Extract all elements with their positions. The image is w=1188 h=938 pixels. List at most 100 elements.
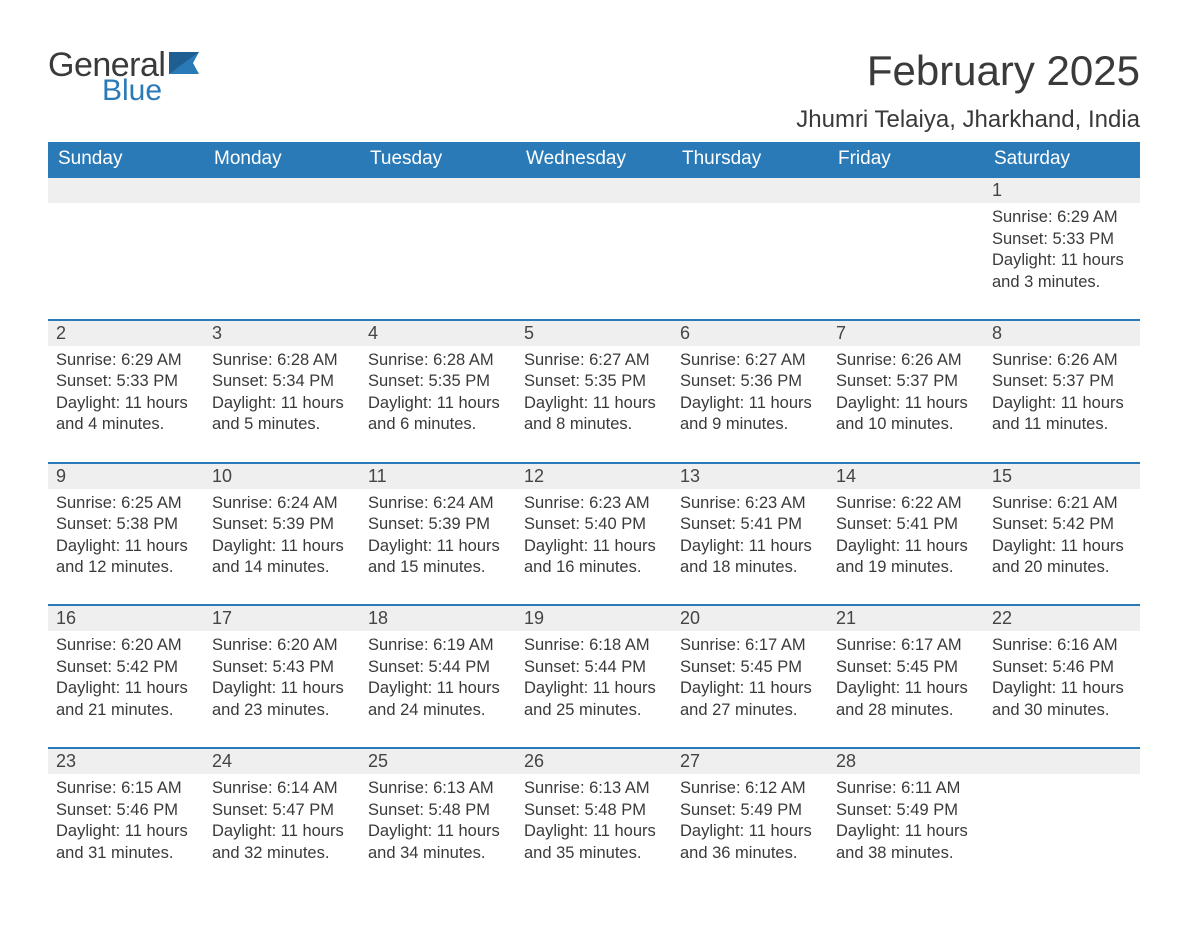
day-details-cell <box>828 203 984 320</box>
sunset-line: Sunset: 5:36 PM <box>680 371 820 392</box>
sunrise-line: Sunrise: 6:16 AM <box>992 635 1132 656</box>
daylight-line: Daylight: 11 hours and 21 minutes. <box>56 678 196 721</box>
daylight-line: Daylight: 11 hours and 24 minutes. <box>368 678 508 721</box>
day-details-cell <box>204 203 360 320</box>
day-number-cell: 13 <box>672 463 828 489</box>
daylight-line: Daylight: 11 hours and 36 minutes. <box>680 821 820 864</box>
day-details-cell: Sunrise: 6:27 AMSunset: 5:35 PMDaylight:… <box>516 346 672 463</box>
day-details-cell <box>672 203 828 320</box>
day-number-cell <box>48 177 204 203</box>
daylight-line: Daylight: 11 hours and 28 minutes. <box>836 678 976 721</box>
day-number-cell <box>672 177 828 203</box>
daylight-line: Daylight: 11 hours and 38 minutes. <box>836 821 976 864</box>
week-number-row: 9101112131415 <box>48 463 1140 489</box>
day-number-cell: 25 <box>360 748 516 774</box>
week-details-row: Sunrise: 6:29 AMSunset: 5:33 PMDaylight:… <box>48 203 1140 320</box>
day-details-cell: Sunrise: 6:17 AMSunset: 5:45 PMDaylight:… <box>672 631 828 748</box>
day-details-cell: Sunrise: 6:26 AMSunset: 5:37 PMDaylight:… <box>984 346 1140 463</box>
sunset-line: Sunset: 5:46 PM <box>992 657 1132 678</box>
day-details-cell: Sunrise: 6:27 AMSunset: 5:36 PMDaylight:… <box>672 346 828 463</box>
day-number-cell: 11 <box>360 463 516 489</box>
sunset-line: Sunset: 5:41 PM <box>836 514 976 535</box>
day-number-cell: 18 <box>360 605 516 631</box>
weekday-header: Saturday <box>984 142 1140 177</box>
daylight-line: Daylight: 11 hours and 32 minutes. <box>212 821 352 864</box>
day-details-cell: Sunrise: 6:24 AMSunset: 5:39 PMDaylight:… <box>204 489 360 606</box>
sunset-line: Sunset: 5:35 PM <box>524 371 664 392</box>
sunset-line: Sunset: 5:39 PM <box>212 514 352 535</box>
sunrise-line: Sunrise: 6:22 AM <box>836 493 976 514</box>
daylight-line: Daylight: 11 hours and 15 minutes. <box>368 536 508 579</box>
day-details-cell: Sunrise: 6:25 AMSunset: 5:38 PMDaylight:… <box>48 489 204 606</box>
sunset-line: Sunset: 5:38 PM <box>56 514 196 535</box>
daylight-line: Daylight: 11 hours and 35 minutes. <box>524 821 664 864</box>
day-number-cell: 14 <box>828 463 984 489</box>
daylight-line: Daylight: 11 hours and 25 minutes. <box>524 678 664 721</box>
day-number-cell: 9 <box>48 463 204 489</box>
daylight-line: Daylight: 11 hours and 10 minutes. <box>836 393 976 436</box>
sunrise-line: Sunrise: 6:15 AM <box>56 778 196 799</box>
sunset-line: Sunset: 5:45 PM <box>836 657 976 678</box>
sunrise-line: Sunrise: 6:29 AM <box>992 207 1132 228</box>
day-details-cell: Sunrise: 6:11 AMSunset: 5:49 PMDaylight:… <box>828 774 984 890</box>
day-number-cell: 10 <box>204 463 360 489</box>
sunrise-line: Sunrise: 6:24 AM <box>368 493 508 514</box>
daylight-line: Daylight: 11 hours and 6 minutes. <box>368 393 508 436</box>
day-details-cell: Sunrise: 6:28 AMSunset: 5:35 PMDaylight:… <box>360 346 516 463</box>
sunset-line: Sunset: 5:49 PM <box>680 800 820 821</box>
location: Jhumri Telaiya, Jharkhand, India <box>796 106 1140 134</box>
day-details-cell: Sunrise: 6:26 AMSunset: 5:37 PMDaylight:… <box>828 346 984 463</box>
sunrise-line: Sunrise: 6:23 AM <box>680 493 820 514</box>
day-number-cell: 15 <box>984 463 1140 489</box>
day-number-cell: 7 <box>828 320 984 346</box>
sunrise-line: Sunrise: 6:13 AM <box>368 778 508 799</box>
week-details-row: Sunrise: 6:25 AMSunset: 5:38 PMDaylight:… <box>48 489 1140 606</box>
week-details-row: Sunrise: 6:29 AMSunset: 5:33 PMDaylight:… <box>48 346 1140 463</box>
day-number-cell: 4 <box>360 320 516 346</box>
daylight-line: Daylight: 11 hours and 31 minutes. <box>56 821 196 864</box>
day-details-cell: Sunrise: 6:14 AMSunset: 5:47 PMDaylight:… <box>204 774 360 890</box>
sunrise-line: Sunrise: 6:26 AM <box>836 350 976 371</box>
weekday-header: Monday <box>204 142 360 177</box>
day-number-cell: 16 <box>48 605 204 631</box>
day-number-cell: 21 <box>828 605 984 631</box>
day-number-cell <box>984 748 1140 774</box>
day-number-cell <box>360 177 516 203</box>
flag-icon <box>169 52 199 74</box>
day-number-cell: 19 <box>516 605 672 631</box>
sunrise-line: Sunrise: 6:20 AM <box>212 635 352 656</box>
daylight-line: Daylight: 11 hours and 18 minutes. <box>680 536 820 579</box>
sunset-line: Sunset: 5:49 PM <box>836 800 976 821</box>
day-details-cell: Sunrise: 6:29 AMSunset: 5:33 PMDaylight:… <box>984 203 1140 320</box>
day-details-cell: Sunrise: 6:29 AMSunset: 5:33 PMDaylight:… <box>48 346 204 463</box>
calendar-header: SundayMondayTuesdayWednesdayThursdayFrid… <box>48 142 1140 177</box>
week-details-row: Sunrise: 6:20 AMSunset: 5:42 PMDaylight:… <box>48 631 1140 748</box>
day-details-cell <box>984 774 1140 890</box>
sunset-line: Sunset: 5:48 PM <box>524 800 664 821</box>
sunset-line: Sunset: 5:46 PM <box>56 800 196 821</box>
daylight-line: Daylight: 11 hours and 23 minutes. <box>212 678 352 721</box>
sunset-line: Sunset: 5:37 PM <box>836 371 976 392</box>
day-details-cell <box>48 203 204 320</box>
day-details-cell: Sunrise: 6:17 AMSunset: 5:45 PMDaylight:… <box>828 631 984 748</box>
daylight-line: Daylight: 11 hours and 14 minutes. <box>212 536 352 579</box>
day-number-cell: 17 <box>204 605 360 631</box>
day-number-cell: 3 <box>204 320 360 346</box>
sunrise-line: Sunrise: 6:23 AM <box>524 493 664 514</box>
sunrise-line: Sunrise: 6:20 AM <box>56 635 196 656</box>
day-details-cell: Sunrise: 6:12 AMSunset: 5:49 PMDaylight:… <box>672 774 828 890</box>
sunset-line: Sunset: 5:44 PM <box>368 657 508 678</box>
sunrise-line: Sunrise: 6:13 AM <box>524 778 664 799</box>
day-number-cell: 6 <box>672 320 828 346</box>
sunset-line: Sunset: 5:34 PM <box>212 371 352 392</box>
weekday-header: Thursday <box>672 142 828 177</box>
daylight-line: Daylight: 11 hours and 9 minutes. <box>680 393 820 436</box>
logo-text: General Blue <box>48 48 165 106</box>
calendar-body: 1Sunrise: 6:29 AMSunset: 5:33 PMDaylight… <box>48 177 1140 890</box>
sunrise-line: Sunrise: 6:19 AM <box>368 635 508 656</box>
sunrise-line: Sunrise: 6:17 AM <box>680 635 820 656</box>
sunset-line: Sunset: 5:45 PM <box>680 657 820 678</box>
day-details-cell: Sunrise: 6:13 AMSunset: 5:48 PMDaylight:… <box>516 774 672 890</box>
day-number-cell <box>828 177 984 203</box>
daylight-line: Daylight: 11 hours and 11 minutes. <box>992 393 1132 436</box>
